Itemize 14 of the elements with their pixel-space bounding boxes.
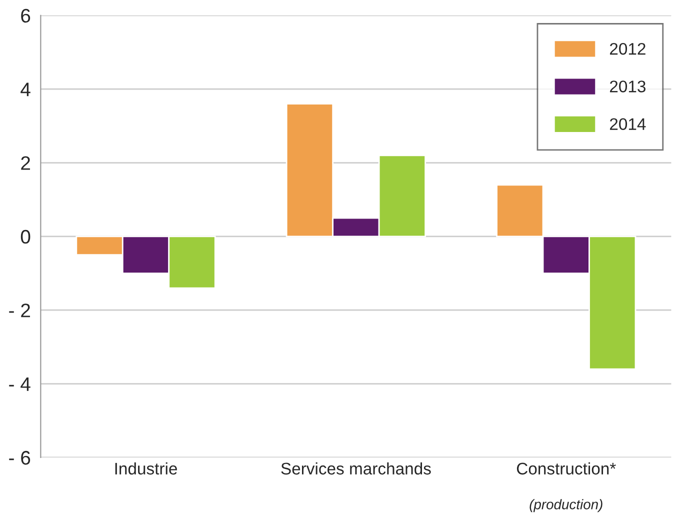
legend-label: 2012 bbox=[610, 42, 646, 55]
text: (production) bbox=[530, 499, 602, 512]
legend-label: 2013 bbox=[610, 80, 646, 92]
y-tick-label: 4 bbox=[20, 82, 30, 96]
legend-label: 2014 bbox=[610, 118, 646, 130]
x-tick-label: Services marchands bbox=[281, 462, 431, 475]
y-tick-label: - 2 bbox=[9, 304, 30, 318]
y-tick-label: - 4 bbox=[9, 377, 30, 391]
x-tick-label: Construction* bbox=[516, 462, 616, 475]
y-tick-label: 6 bbox=[21, 8, 30, 23]
y-tick-label: 0 bbox=[20, 230, 30, 244]
y-tick-label: - 6 bbox=[9, 450, 30, 465]
y-tick-label: 2 bbox=[21, 156, 30, 170]
x-tick-label: Industrie bbox=[115, 462, 177, 475]
